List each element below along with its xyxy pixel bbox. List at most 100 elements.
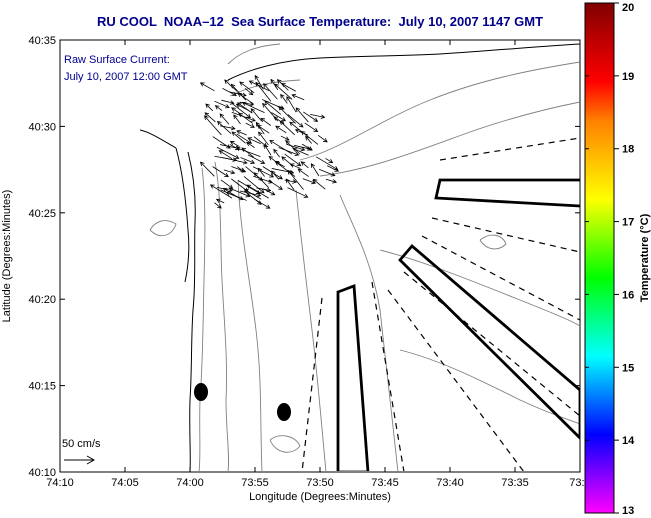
colorbar-tick-label: 20 (622, 2, 634, 14)
current-vector-head (231, 107, 236, 112)
current-vector (289, 121, 303, 133)
current-vector-head (300, 130, 306, 136)
current-vector (255, 82, 272, 102)
current-vector (244, 87, 254, 95)
current-vector-head (271, 170, 276, 176)
current-vector (301, 143, 313, 151)
current-vector (245, 122, 255, 128)
current-vector-head (250, 108, 256, 113)
current-vector-head (262, 142, 268, 147)
current-vector (236, 133, 252, 144)
contour-coastal-outer (237, 179, 263, 471)
current-vector (239, 81, 255, 94)
chart-title: RU COOL NOAA–12 Sea Surface Temperature:… (96, 14, 544, 29)
y-tick-label: 40:30 (28, 121, 56, 133)
current-vector (286, 96, 297, 113)
current-vector (237, 180, 261, 194)
current-vector-head (229, 100, 235, 105)
current-vector (257, 124, 270, 134)
colorbar-tick-label: 18 (622, 144, 634, 156)
y-axis-label: Latitude (Degrees:Minutes) (1, 190, 13, 323)
current-vector (264, 100, 282, 115)
current-vector (254, 198, 271, 209)
current-vector (246, 142, 255, 149)
colorbar-label: Temperature (°C) (639, 213, 651, 302)
current-vector-head (256, 192, 262, 198)
current-vector (246, 184, 269, 199)
current-vector-head (215, 198, 221, 203)
contour-small-3 (479, 234, 507, 250)
current-vector (280, 94, 288, 104)
current-vector-head (246, 141, 251, 147)
outline-box-diagonal (398, 244, 580, 440)
current-vector (247, 137, 261, 145)
current-vector (214, 202, 222, 209)
current-vector (287, 114, 304, 128)
current-vector (212, 166, 229, 177)
current-vector (236, 130, 247, 136)
colorbar-tick-label: 15 (622, 362, 634, 374)
contour-small-1 (149, 220, 177, 237)
current-vector-head (236, 130, 241, 135)
current-vector-head (218, 150, 224, 155)
current-vector (313, 179, 326, 190)
current-vector (286, 143, 305, 151)
current-vector-head (281, 156, 286, 161)
current-vector (217, 121, 232, 134)
current-vector-head (258, 176, 263, 181)
current-vector (244, 189, 262, 200)
current-vector-head (300, 146, 306, 152)
current-vector (240, 157, 255, 164)
current-vector-head (296, 161, 302, 167)
current-vector (241, 147, 254, 158)
surface-current-vectors (199, 74, 340, 209)
contour-hudson-right (339, 194, 399, 471)
current-vector-head (246, 113, 252, 119)
current-vector-head (246, 184, 252, 189)
current-vector-head (234, 154, 240, 159)
current-vector (278, 106, 296, 124)
current-vector-head (300, 161, 306, 166)
current-vector-head (230, 125, 236, 131)
current-vector-head (320, 114, 326, 119)
current-vector (228, 187, 250, 197)
coverage-line-5 (387, 289, 525, 471)
coastline-nj (187, 151, 196, 471)
outline-box-top (434, 178, 580, 208)
current-vector (226, 191, 247, 201)
current-vector-head (292, 147, 298, 152)
current-vector-head (291, 93, 297, 99)
current-vector-head (205, 103, 210, 109)
current-vector (257, 168, 265, 177)
current-vector-head (260, 159, 266, 164)
current-vector (231, 107, 240, 114)
current-vector-head (330, 172, 336, 177)
current-vector-head (278, 105, 283, 111)
x-tick-label: 74:00 (176, 477, 204, 489)
current-vector (204, 112, 216, 123)
x-tick-label: 74:10 (46, 477, 74, 489)
scale-arrow-head (86, 455, 96, 465)
current-vector (214, 100, 230, 108)
current-vector (224, 79, 238, 92)
current-vector-head (334, 167, 340, 172)
current-vector-head (241, 168, 247, 173)
x-tick-label: 73:40 (436, 477, 464, 489)
current-vector (239, 190, 261, 197)
current-vector-head (287, 169, 292, 175)
current-vector (253, 172, 270, 188)
current-vector (200, 82, 215, 92)
current-vector-head (243, 189, 249, 194)
coastline-sandy-hook (139, 129, 190, 283)
current-vector-head (239, 167, 245, 173)
current-vector (271, 112, 286, 122)
current-vector-head (262, 102, 267, 108)
current-vector-head (269, 139, 274, 145)
annotation-line-1: Raw Surface Current: (64, 54, 170, 66)
current-vector-head (292, 179, 297, 184)
current-vector (279, 120, 295, 136)
current-vector (243, 176, 265, 194)
current-vector (270, 79, 279, 90)
current-vector-head (313, 117, 319, 122)
